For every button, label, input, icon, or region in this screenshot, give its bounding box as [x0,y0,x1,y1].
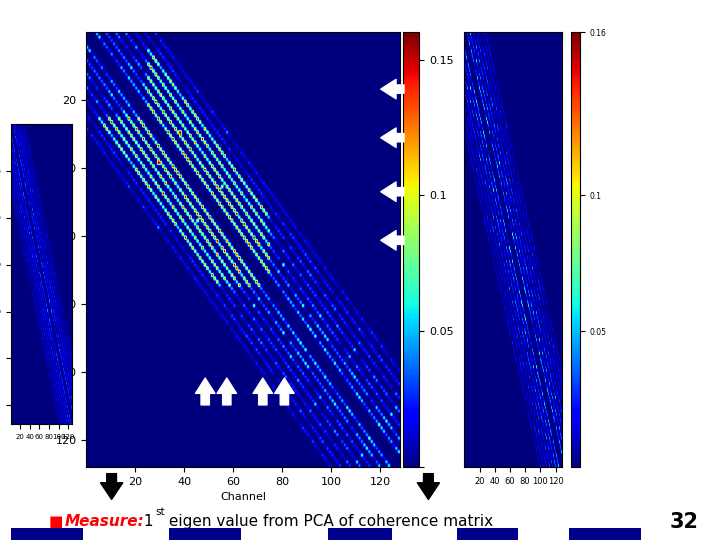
Bar [328,528,392,540]
Text: 32: 32 [670,511,698,531]
Text: ■: ■ [49,514,63,529]
Bar [569,528,641,540]
Bar [11,528,83,540]
Text: eigen value from PCA of coherence matrix: eigen value from PCA of coherence matrix [164,514,493,529]
Bar [457,528,518,540]
Text: st: st [156,507,165,517]
Bar [169,528,241,540]
X-axis label: Channel: Channel [220,492,266,502]
Text: Measure:: Measure: [65,514,145,529]
Text: 1: 1 [139,514,153,529]
